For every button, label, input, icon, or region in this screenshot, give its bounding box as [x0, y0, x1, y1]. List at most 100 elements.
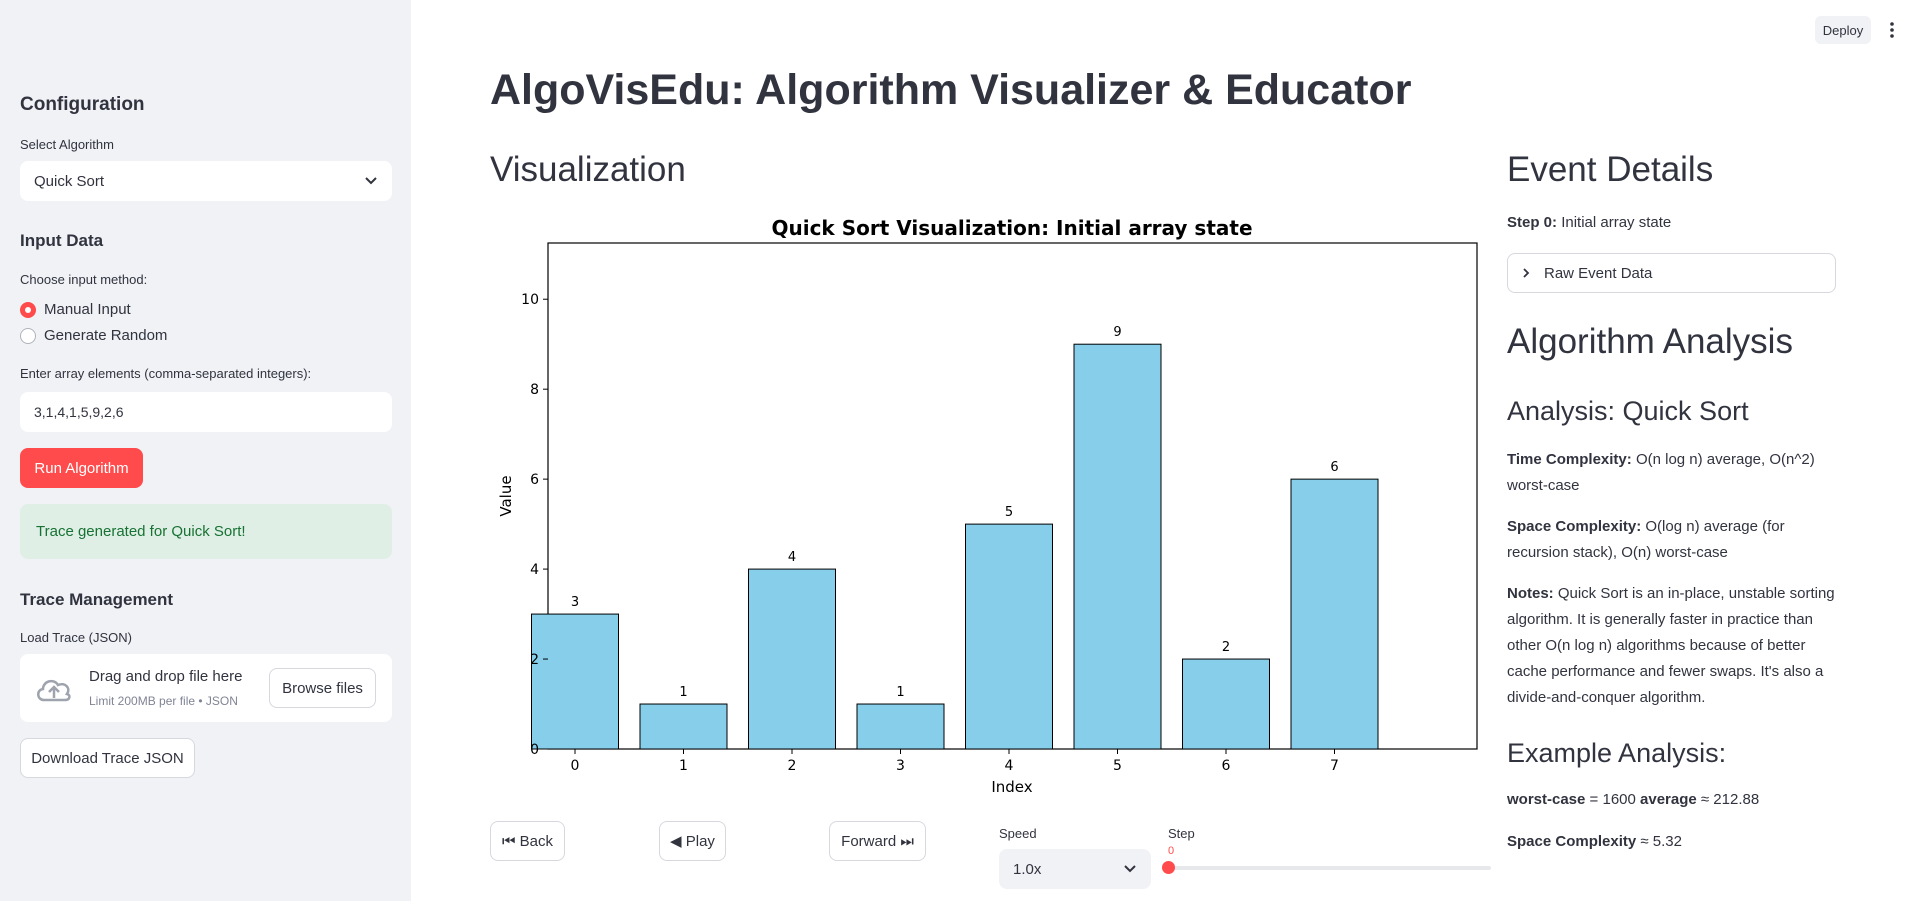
file-dropzone[interactable]: Drag and drop file here Limit 200MB per … — [20, 654, 392, 722]
chart-data-label: 6 — [1330, 460, 1338, 475]
algorithm-select-value: Quick Sort — [34, 172, 105, 190]
space-complexity-value: O(log n) average (for recursion stack), … — [1507, 518, 1785, 561]
x-tick-label: 0 — [571, 758, 580, 774]
chart-data-label: 4 — [788, 550, 796, 565]
chart-data-label: 1 — [896, 685, 904, 700]
x-tick-label: 6 — [1222, 758, 1231, 774]
y-tick-label: 6 — [530, 472, 539, 488]
x-tick-label: 4 — [1005, 758, 1014, 774]
y-tick-label: 8 — [530, 382, 539, 398]
radio-random-label: Generate Random — [44, 327, 168, 344]
step-value: 0 — [1168, 845, 1175, 857]
y-tick-label: 4 — [530, 562, 539, 578]
x-tick-label: 7 — [1330, 758, 1339, 774]
configuration-heading: Configuration — [20, 94, 145, 115]
example-analysis-heading: Example Analysis: — [1507, 738, 1727, 768]
play-button[interactable]: ◀ Play — [659, 821, 726, 861]
chart-data-label: 9 — [1113, 325, 1121, 340]
chevron-down-icon — [1124, 865, 1136, 873]
chevron-down-icon — [365, 177, 377, 185]
chart-bar — [1290, 478, 1379, 750]
notes-label: Notes: — [1507, 585, 1554, 602]
x-axis-label: Index — [991, 778, 1032, 796]
bar-chart: Quick Sort Visualization: Initial array … — [497, 216, 1478, 796]
run-algorithm-button[interactable]: Run Algorithm — [20, 448, 143, 488]
speed-select[interactable]: 1.0x — [999, 849, 1151, 889]
step-text: Initial array state — [1561, 214, 1672, 231]
example-line-1: worst-case = 1600 average ≈ 212.88 — [1507, 787, 1759, 813]
radio-unchecked-icon — [20, 327, 36, 344]
cloud-upload-icon — [37, 679, 71, 702]
step-slider-track[interactable] — [1168, 866, 1491, 870]
dropzone-title: Drag and drop file here — [89, 668, 243, 685]
space-complexity-label: Space Complexity: — [1507, 518, 1642, 535]
time-complexity-text: Time Complexity: O(n log n) average, O(n… — [1507, 447, 1827, 499]
chart-bar — [1073, 343, 1162, 750]
chevron-right-icon — [1523, 268, 1530, 278]
back-button[interactable]: ⏮ Back — [490, 821, 565, 861]
chart-bar — [531, 613, 619, 750]
download-trace-button[interactable]: Download Trace JSON — [20, 738, 195, 778]
dropzone-limit: Limit 200MB per file • JSON — [89, 694, 238, 708]
algorithm-analysis-heading: Algorithm Analysis — [1507, 322, 1793, 361]
radio-manual-label: Manual Input — [44, 301, 131, 318]
step-slider-thumb[interactable] — [1162, 861, 1175, 874]
raw-event-data-label: Raw Event Data — [1544, 264, 1653, 282]
algorithm-select[interactable]: Quick Sort — [20, 161, 392, 201]
chart-y-axis: 0 2 4 6 8 10 — [521, 292, 548, 758]
chart-title: Quick Sort Visualization: Initial array … — [771, 216, 1252, 240]
chart-bar — [856, 703, 945, 750]
time-complexity-label: Time Complexity: — [1507, 451, 1632, 468]
chart-data-label: 1 — [679, 685, 687, 700]
trace-management-heading: Trace Management — [20, 590, 174, 609]
input-method-label: Choose input method: — [20, 272, 148, 287]
worst-case-value: = 1600 — [1589, 791, 1636, 808]
x-tick-label: 1 — [679, 758, 688, 774]
forward-button[interactable]: Forward ⏭ — [829, 821, 926, 861]
notes-text: Notes: Quick Sort is an in-place, unstab… — [1507, 581, 1837, 711]
success-alert: Trace generated for Quick Sort! — [20, 504, 392, 559]
step-number: Step 0: — [1507, 214, 1558, 231]
example-line-2: Space Complexity ≈ 5.32 — [1507, 829, 1682, 855]
event-details-heading: Event Details — [1507, 150, 1714, 189]
radio-checked-icon — [20, 301, 36, 318]
chart-bar — [1182, 658, 1270, 750]
array-input[interactable]: 3,1,4,1,5,9,2,6 — [20, 392, 392, 432]
deploy-button[interactable]: Deploy — [1815, 16, 1871, 44]
notes-value: Quick Sort is an in-place, unstable sort… — [1507, 585, 1835, 706]
y-tick-label: 0 — [530, 742, 539, 758]
speed-label: Speed — [999, 826, 1037, 841]
more-vert-icon[interactable] — [1886, 20, 1898, 40]
main-content: Deploy AlgoVisEdu: Algorithm Visualizer … — [411, 0, 1920, 901]
visualization-heading: Visualization — [490, 150, 686, 189]
space-complexity-example-value: ≈ 5.32 — [1640, 833, 1682, 850]
chart-bar — [639, 703, 728, 750]
average-value: ≈ 212.88 — [1700, 791, 1760, 808]
y-tick-label: 2 — [530, 652, 539, 668]
chart-data-label: 5 — [1005, 505, 1013, 520]
raw-event-data-expander[interactable]: Raw Event Data — [1507, 253, 1836, 293]
y-axis-label: Value — [497, 475, 515, 516]
radio-generate-random[interactable]: Generate Random — [20, 327, 167, 344]
radio-manual-input[interactable]: Manual Input — [20, 301, 131, 318]
array-input-label: Enter array elements (comma-separated in… — [20, 366, 312, 381]
average-label: average — [1640, 791, 1697, 808]
load-trace-label: Load Trace (JSON) — [20, 630, 132, 645]
chart-bars: 3 1 4 1 5 9 2 6 — [531, 325, 1379, 750]
input-data-heading: Input Data — [20, 231, 104, 250]
chart-data-label: 3 — [571, 595, 579, 610]
select-algorithm-label: Select Algorithm — [20, 137, 114, 152]
x-tick-label: 5 — [1113, 758, 1122, 774]
worst-case-label: worst-case — [1507, 791, 1586, 808]
time-complexity-value: O(n log n) average, O(n^2) worst-case — [1507, 451, 1815, 494]
x-tick-label: 3 — [896, 758, 905, 774]
browse-files-button[interactable]: Browse files — [269, 668, 376, 708]
space-complexity-example-label: Space Complexity — [1507, 833, 1637, 850]
y-tick-label: 10 — [521, 292, 539, 308]
space-complexity-text: Space Complexity: O(log n) average (for … — [1507, 514, 1827, 566]
analysis-subheading: Analysis: Quick Sort — [1507, 396, 1749, 426]
step-label: Step — [1168, 826, 1195, 841]
speed-select-value: 1.0x — [1013, 860, 1042, 878]
step-description: Step 0: Initial array state — [1507, 210, 1671, 236]
chart-bar — [965, 523, 1053, 750]
